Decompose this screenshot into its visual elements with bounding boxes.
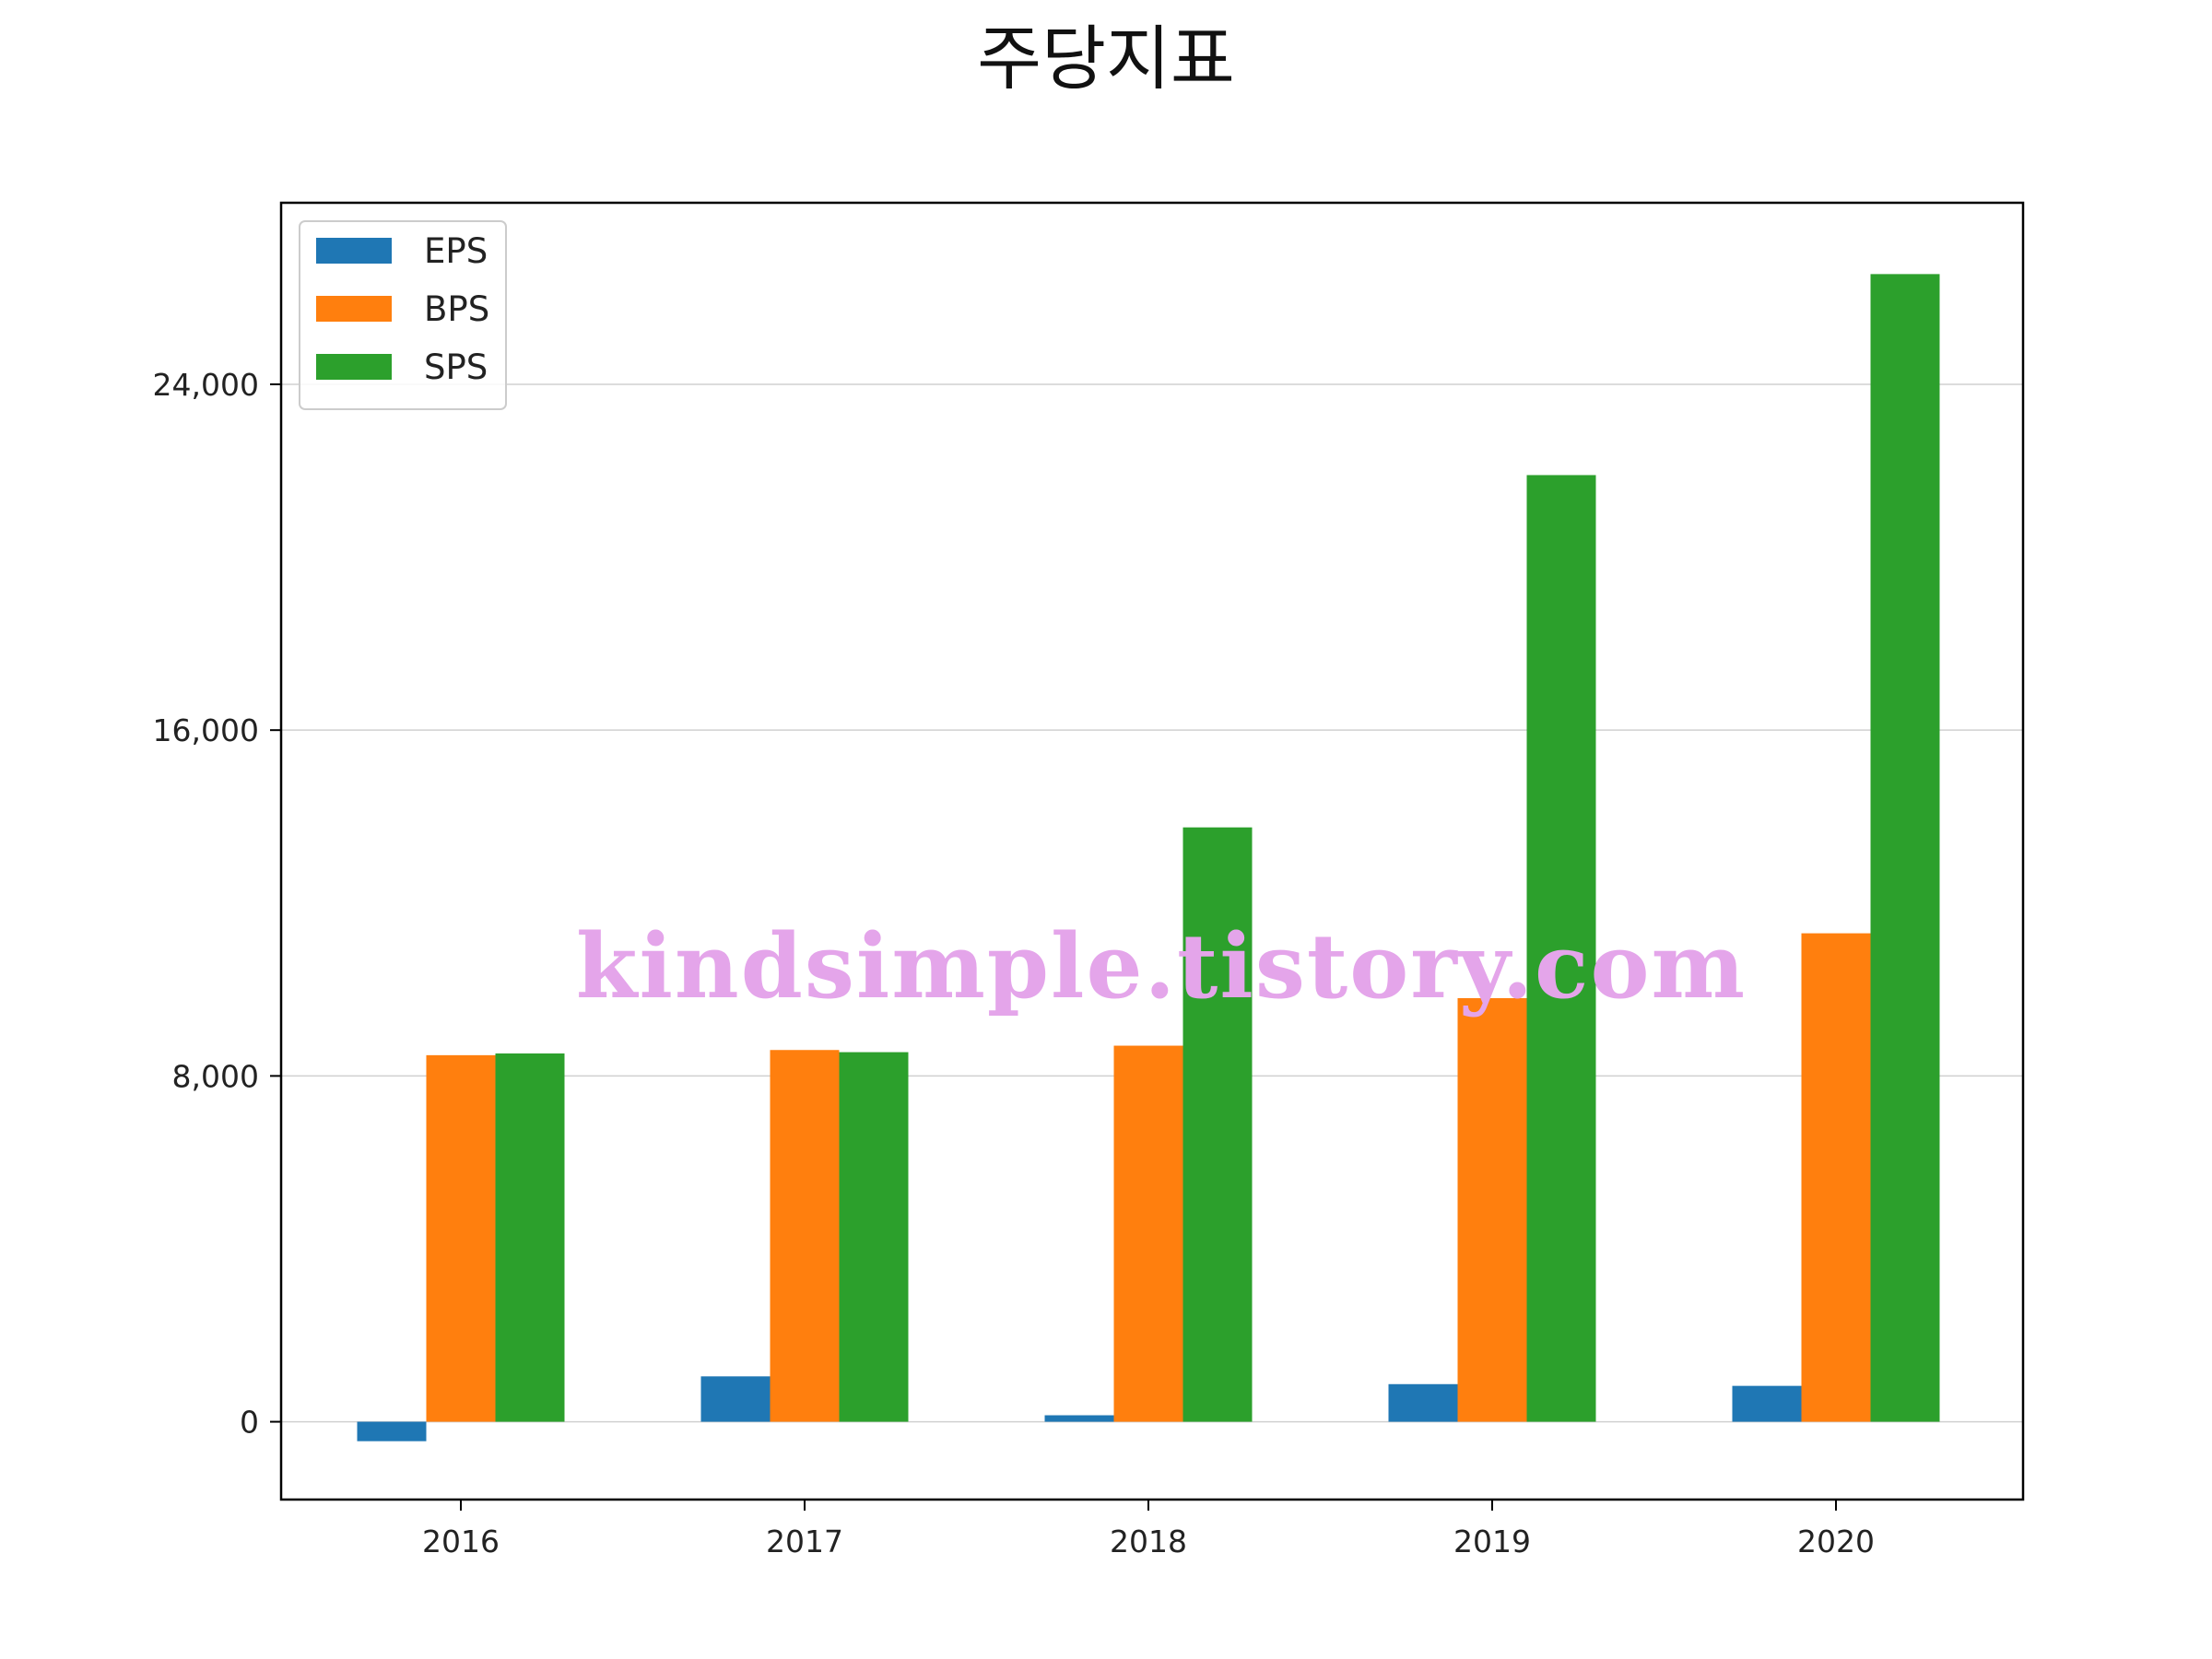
bar-eps-2017 (700, 1376, 771, 1422)
legend-label-bps: BPS (424, 289, 489, 329)
bar-sps-2020 (1870, 274, 1940, 1422)
legend-label-eps: EPS (424, 231, 488, 271)
x-tick-label: 2016 (422, 1524, 500, 1559)
legend: EPS BPS SPS (299, 220, 507, 410)
watermark-text: kindsimple.tistory.com (576, 914, 1747, 1018)
bar-eps-2019 (1388, 1383, 1458, 1422)
y-tick-label: 24,000 (153, 367, 259, 403)
plot-frame (279, 201, 2025, 1501)
x-tick-label: 2017 (766, 1524, 843, 1559)
bar-sps-2016 (495, 1053, 565, 1422)
bar-bps-2018 (1113, 1045, 1183, 1422)
bar-sps-2019 (1526, 475, 1596, 1422)
bar-bps-2016 (426, 1054, 496, 1422)
legend-swatch-bps (316, 296, 392, 322)
y-axis: 0 8,000 16,000 24,000 (153, 367, 281, 1441)
legend-swatch-eps (316, 238, 392, 264)
legend-swatch-sps (316, 354, 392, 380)
bar-bps-2017 (770, 1050, 840, 1422)
x-tick-label: 2018 (1110, 1524, 1187, 1559)
x-tick-label: 2020 (1797, 1524, 1875, 1559)
bar-eps-2020 (1732, 1385, 1802, 1422)
y-tick-label: 8,000 (172, 1058, 259, 1094)
chart-title: 주당지표 (977, 18, 1235, 100)
bars (357, 274, 1940, 1441)
bar-sps-2018 (1182, 827, 1253, 1422)
bar-sps-2017 (839, 1052, 909, 1422)
y-tick-label: 16,000 (153, 712, 259, 748)
bar-bps-2020 (1801, 933, 1871, 1422)
legend-label-sps: SPS (424, 347, 488, 387)
bar-eps-2018 (1044, 1415, 1114, 1422)
bar-bps-2019 (1457, 997, 1527, 1422)
bar-eps-2016 (357, 1421, 427, 1441)
x-tick-label: 2019 (1453, 1524, 1531, 1559)
x-axis: 2016 2017 2018 2019 2020 (422, 1500, 1875, 1559)
y-tick-label: 0 (240, 1405, 259, 1441)
